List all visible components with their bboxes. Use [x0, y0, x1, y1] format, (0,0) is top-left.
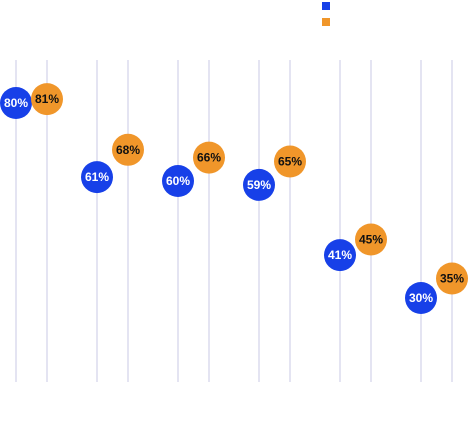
- value-label: 68%: [116, 143, 140, 157]
- value-label: 61%: [85, 170, 109, 184]
- value-label: 30%: [409, 291, 433, 305]
- legend-swatch: [322, 18, 330, 26]
- dot: [0, 87, 32, 119]
- dot: [436, 262, 468, 295]
- dot: [405, 282, 437, 314]
- value-label: 41%: [328, 248, 352, 262]
- dot: [355, 223, 387, 256]
- dot: [162, 165, 194, 197]
- value-label: 66%: [197, 151, 221, 165]
- dot: [324, 239, 356, 272]
- dot: [31, 83, 63, 116]
- value-label: 81%: [35, 92, 59, 106]
- value-label: 80%: [4, 96, 28, 110]
- dot: [274, 145, 306, 178]
- dot: [112, 133, 144, 166]
- value-label: 65%: [278, 155, 302, 169]
- value-label: 45%: [359, 233, 383, 247]
- dot: [81, 161, 113, 194]
- legend-swatch: [322, 2, 330, 10]
- dot: [243, 168, 275, 201]
- value-label: 60%: [166, 174, 190, 188]
- dot: [193, 141, 225, 174]
- value-label: 35%: [440, 272, 464, 286]
- value-label: 59%: [247, 178, 271, 192]
